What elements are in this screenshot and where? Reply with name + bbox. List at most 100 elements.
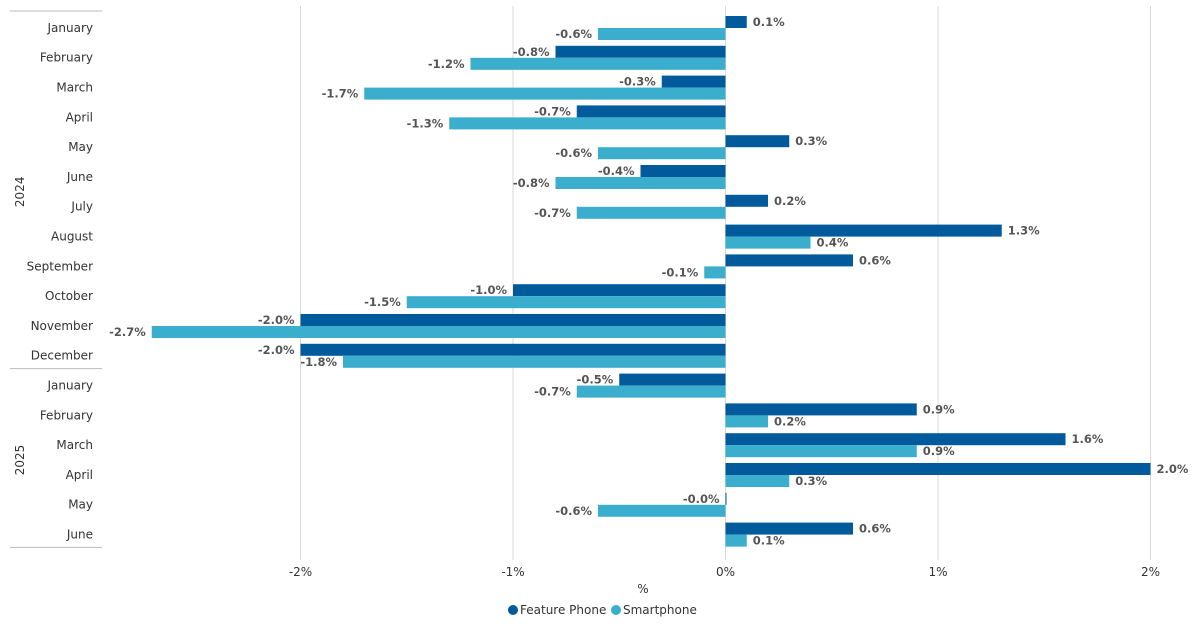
category-label: August — [51, 230, 93, 244]
feature-phone-bar — [661, 75, 726, 88]
data-label: -2.0% — [258, 313, 295, 327]
smartphone-bar — [470, 57, 726, 70]
feature-phone-bar — [513, 284, 726, 297]
x-tick-label: 0% — [716, 565, 735, 579]
data-label: 0.4% — [817, 236, 849, 250]
category-label: July — [70, 200, 93, 214]
smartphone-bar — [725, 475, 790, 487]
legend: Feature Phone Smartphone — [508, 603, 697, 617]
legend-label: Feature Phone — [520, 603, 606, 617]
category-label: April — [66, 110, 93, 124]
data-label: -0.7% — [534, 206, 571, 220]
smartphone-bar — [576, 385, 726, 398]
category-label: February — [40, 51, 93, 65]
data-label: 0.2% — [774, 414, 806, 428]
smartphone-bar — [725, 445, 917, 458]
feature-phone-bar — [725, 194, 768, 207]
feature-phone-bar — [725, 463, 1151, 475]
data-label: -0.7% — [534, 385, 571, 399]
data-label: -1.5% — [364, 295, 401, 309]
year-group-label: 2024 — [13, 177, 27, 208]
data-label: 0.1% — [753, 534, 785, 548]
x-tick-label: 2% — [1141, 565, 1160, 579]
category-label: April — [66, 468, 93, 482]
smartphone-bar — [343, 355, 726, 368]
category-labels: January February March April May June July Augu… — [27, 21, 94, 542]
data-label: -0.6% — [555, 146, 592, 160]
legend-label: Smartphone — [623, 603, 697, 617]
smartphone-bar — [725, 534, 747, 547]
data-label: 0.6% — [859, 253, 891, 267]
data-labels: 0.1% -0.8% -0.3% -0.7% 0.3% -0.4% 0.2% 1.3% 0.6%… — [109, 15, 1189, 548]
smartphone-bar — [598, 147, 726, 160]
data-label: 0.3% — [795, 134, 827, 148]
category-label: May — [68, 498, 93, 512]
data-label: -0.5% — [577, 373, 614, 387]
category-label: May — [68, 140, 93, 154]
legend-marker — [508, 605, 518, 615]
data-label: -1.0% — [470, 283, 507, 297]
feature-phone-bar — [300, 343, 726, 356]
data-label: -0.6% — [555, 504, 592, 518]
feature-phone-bar — [725, 403, 917, 416]
data-label: -2.7% — [109, 325, 146, 339]
data-label: -0.3% — [619, 75, 656, 89]
data-label: 1.3% — [1008, 224, 1040, 238]
data-label: 0.3% — [795, 474, 827, 488]
feature-phone-bar — [619, 373, 726, 386]
bars — [151, 16, 1151, 547]
data-label: 0.9% — [923, 402, 955, 416]
data-label: -0.4% — [598, 164, 635, 178]
category-label: March — [56, 81, 93, 95]
feature-phone-bar — [555, 45, 726, 58]
feature-phone-bar — [640, 165, 726, 177]
category-label: January — [47, 379, 94, 393]
smartphone-bar — [555, 177, 726, 189]
smartphone-bar — [449, 117, 726, 130]
x-tick-label: -2% — [289, 565, 312, 579]
feature-phone-bar — [300, 314, 726, 326]
smartphone-bar — [364, 87, 726, 100]
year-group-label: 2025 — [13, 445, 27, 476]
data-label: 0.1% — [753, 15, 785, 29]
feature-phone-bar — [576, 105, 726, 118]
smartphone-bar — [598, 28, 726, 40]
feature-phone-bar — [725, 254, 853, 267]
data-label: -1.3% — [407, 116, 444, 130]
category-label: June — [66, 528, 93, 542]
category-label: January — [47, 21, 94, 35]
data-label: -2.0% — [258, 343, 295, 357]
smartphone-bar — [725, 236, 811, 249]
data-label: -1.7% — [322, 87, 359, 101]
category-label: November — [31, 319, 93, 333]
feature-phone-bar — [725, 492, 727, 505]
smartphone-bar — [576, 206, 726, 219]
data-label: -0.7% — [534, 104, 571, 118]
category-label: September — [27, 259, 93, 273]
feature-phone-bar — [725, 135, 790, 148]
category-label: February — [40, 408, 93, 422]
legend-marker — [611, 605, 621, 615]
data-label: -0.0% — [683, 492, 720, 506]
data-label: 0.6% — [859, 522, 891, 536]
data-label: -0.8% — [513, 45, 550, 59]
data-label: -0.6% — [555, 27, 592, 41]
category-label: June — [66, 170, 93, 184]
smartphone-bar — [725, 415, 768, 428]
category-label: October — [45, 289, 93, 303]
smartphone-bar — [151, 326, 726, 338]
x-tick-label: 1% — [928, 565, 947, 579]
feature-phone-bar — [725, 224, 1002, 237]
data-label: -1.8% — [300, 355, 337, 369]
year-group-labels: 2024 2025 — [10, 10, 102, 548]
data-label: -1.2% — [428, 57, 465, 71]
category-label: March — [56, 438, 93, 452]
data-label: 0.2% — [774, 194, 806, 208]
data-label: 2.0% — [1157, 462, 1189, 476]
data-label: -0.1% — [662, 265, 699, 279]
smartphone-bar — [704, 266, 726, 279]
smartphone-bar — [406, 296, 726, 309]
x-tick-label: -1% — [501, 565, 524, 579]
data-label: -0.8% — [513, 176, 550, 190]
